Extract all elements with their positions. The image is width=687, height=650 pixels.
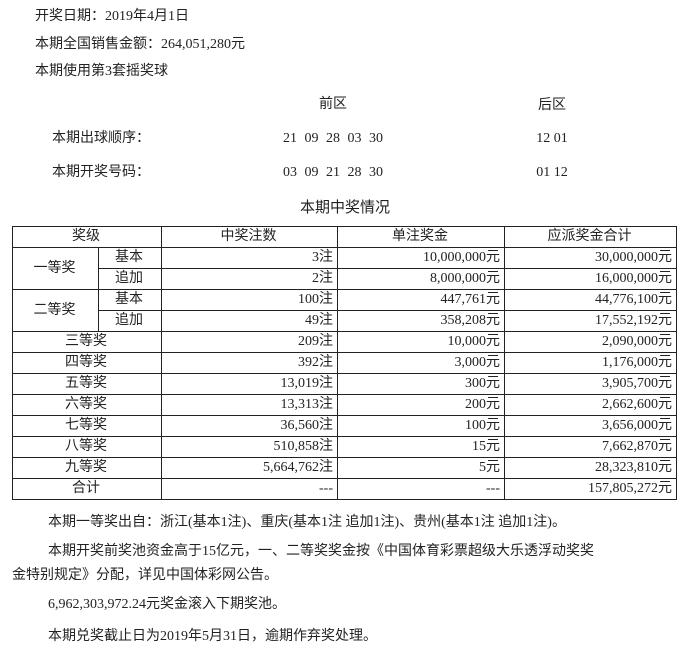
pool-note-line1: 本期开奖前奖池资金高于15亿元，一、二等奖奖金按《中国体育彩票超级大乐透浮动奖奖: [48, 544, 594, 559]
pool-note-line2: 金特别规定》分配，详见中国体彩网公告。: [12, 568, 278, 583]
table-row: 二等奖 基本 100注 447,761元 44,776,100元: [12, 289, 677, 332]
count-cell: 392注: [161, 352, 338, 374]
level-cell: 合计: [12, 478, 162, 500]
level-cell: 二等奖: [12, 289, 99, 332]
deadline-note: 本期兑奖截止日为2019年5月31日，逾期作弃奖处理。: [48, 629, 377, 644]
level-cell: 七等奖: [12, 415, 162, 437]
first-prize-origin: 本期一等奖出自：浙江(基本1注)、重庆(基本1注 追加1注)、贵州(基本1注 追…: [48, 515, 566, 530]
sub-cell: 追加: [98, 268, 162, 290]
table-row: 一等奖 基本 3注 10,000,000元 30,000,000元: [12, 247, 677, 290]
prize-cell: 200元: [337, 394, 505, 416]
table-row: 八等奖 510,858注 15元 7,662,870元: [12, 436, 677, 458]
total-row: 合计 --- --- 157,805,272元: [12, 478, 677, 500]
header-total: 应派奖金合计: [504, 226, 677, 248]
count-cell: 36,560注: [161, 415, 338, 437]
prize-cell: 8,000,000元: [337, 268, 505, 290]
sales-amount: 本期全国销售金额：264,051,280元: [35, 37, 245, 52]
sub-cell: 追加: [98, 310, 162, 332]
prize-cell: 358,208元: [337, 310, 505, 332]
table-row: 六等奖 13,313注 200元 2,662,600元: [12, 394, 677, 416]
header-level: 奖级: [12, 226, 162, 248]
result-label: 本期开奖号码：: [52, 165, 150, 180]
total-cell: 157,805,272元: [504, 478, 677, 500]
prize-cell: 10,000,000元: [337, 247, 505, 269]
sub-cell: 基本: [98, 289, 162, 311]
level-cell: 五等奖: [12, 373, 162, 395]
total-cell: 28,323,810元: [504, 457, 677, 479]
table-row: 追加 49注 358,208元 17,552,192元: [13, 310, 677, 332]
level-cell: 四等奖: [12, 352, 162, 374]
total-cell: 17,552,192元: [504, 310, 677, 332]
header-prize: 单注奖金: [337, 226, 505, 248]
total-cell: 7,662,870元: [504, 436, 677, 458]
table-title: 本期中奖情况: [299, 200, 391, 216]
draw-date: 开奖日期：2019年4月1日: [35, 9, 189, 24]
prize-cell: ---: [337, 478, 505, 500]
prize-cell: 447,761元: [337, 289, 505, 311]
table-row: 五等奖 13,019注 300元 3,905,700元: [12, 373, 677, 395]
level-cell: 八等奖: [12, 436, 162, 458]
count-cell: 2注: [161, 268, 338, 290]
prize-cell: 3,000元: [337, 352, 505, 374]
prize-cell: 15元: [337, 436, 505, 458]
total-cell: 30,000,000元: [504, 247, 677, 269]
level-cell: 三等奖: [12, 331, 162, 353]
table-row: 追加 2注 8,000,000元 16,000,000元: [13, 268, 677, 290]
prize-cell: 100元: [337, 415, 505, 437]
back-zone-label: 后区: [538, 98, 566, 113]
count-cell: 13,019注: [161, 373, 338, 395]
total-cell: 2,090,000元: [504, 331, 677, 353]
table-row: 三等奖 209注 10,000元 2,090,000元: [12, 331, 677, 353]
rollover-note: 6,962,303,972.24元奖金滚入下期奖池。: [48, 597, 286, 612]
total-cell: 16,000,000元: [504, 268, 677, 290]
order-back: 12 01: [536, 131, 568, 146]
result-back: 01 12: [536, 165, 568, 180]
table-row: 四等奖 392注 3,000元 1,176,000元: [12, 352, 677, 374]
order-label: 本期出球顺序：: [52, 131, 150, 146]
level-cell: 一等奖: [12, 247, 99, 290]
count-cell: 209注: [161, 331, 338, 353]
sub-cell: 基本: [98, 247, 162, 269]
total-cell: 3,905,700元: [504, 373, 677, 395]
prize-cell: 10,000元: [337, 331, 505, 353]
ball-set: 本期使用第3套摇奖球: [35, 64, 168, 79]
total-cell: 44,776,100元: [504, 289, 677, 311]
count-cell: 100注: [161, 289, 338, 311]
level-cell: 六等奖: [12, 394, 162, 416]
prize-cell: 5元: [337, 457, 505, 479]
count-cell: 49注: [161, 310, 338, 332]
count-cell: 13,313注: [161, 394, 338, 416]
total-cell: 1,176,000元: [504, 352, 677, 374]
prize-table: 奖级 中奖注数 单注奖金 应派奖金合计 一等奖 基本 3注 10,000,000…: [12, 226, 677, 500]
count-cell: ---: [161, 478, 338, 500]
total-cell: 3,656,000元: [504, 415, 677, 437]
table-header-row: 奖级 中奖注数 单注奖金 应派奖金合计: [12, 226, 677, 248]
count-cell: 510,858注: [161, 436, 338, 458]
order-front: 21 09 28 03 30: [283, 131, 383, 146]
result-front: 03 09 21 28 30: [283, 165, 383, 180]
count-cell: 3注: [161, 247, 338, 269]
prize-cell: 300元: [337, 373, 505, 395]
total-cell: 2,662,600元: [504, 394, 677, 416]
table-row: 九等奖 5,664,762注 5元 28,323,810元: [12, 457, 677, 479]
table-row: 七等奖 36,560注 100元 3,656,000元: [12, 415, 677, 437]
count-cell: 5,664,762注: [161, 457, 338, 479]
front-zone-label: 前区: [319, 97, 347, 112]
level-cell: 九等奖: [12, 457, 162, 479]
header-count: 中奖注数: [161, 226, 338, 248]
